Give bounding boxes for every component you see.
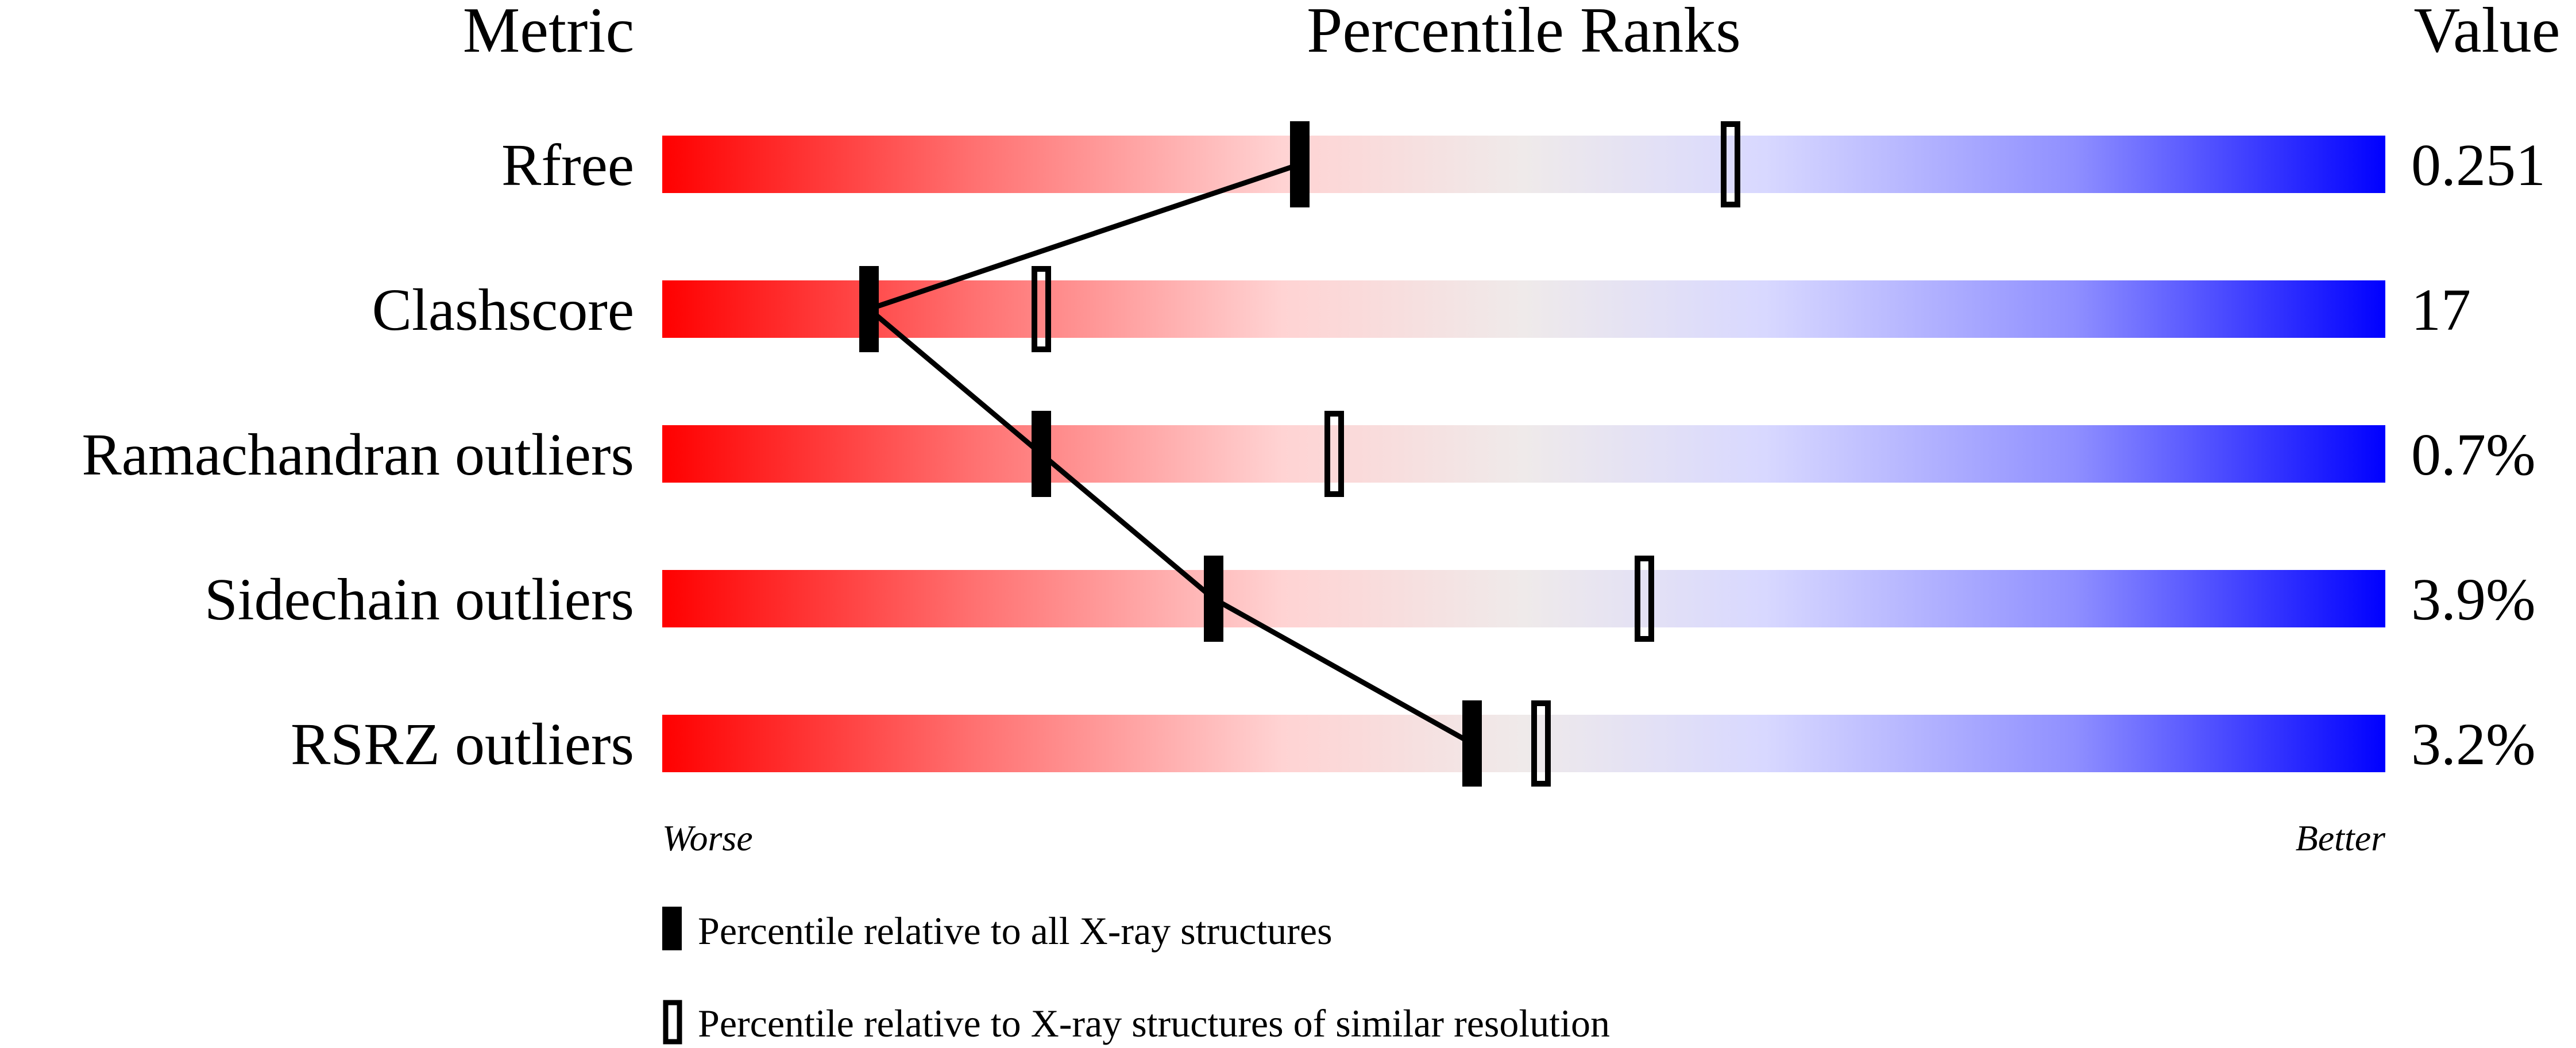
metric-label: RSRZ outliers: [291, 711, 634, 777]
percentile-bar: [662, 136, 2385, 193]
legend-similar-label: Percentile relative to X-ray structures …: [698, 1001, 1610, 1045]
metric-label: Clashscore: [372, 277, 634, 343]
metric-label: Ramachandran outliers: [82, 422, 634, 488]
all-structures-marker: [1290, 121, 1310, 207]
similar-resolution-marker: [1635, 556, 1654, 642]
legend-open-marker-box: [663, 1000, 682, 1045]
header-percentile-ranks: Percentile Ranks: [1307, 0, 1741, 66]
metric-label: Sidechain outliers: [204, 567, 634, 633]
similar-resolution-marker: [1721, 121, 1740, 207]
metric-value: 17: [2411, 277, 2471, 343]
all-structures-marker: [1204, 556, 1223, 642]
all-structures-marker: [859, 266, 879, 352]
percentile-bar: [662, 715, 2385, 772]
header-value: Value: [2413, 0, 2560, 66]
worse-label: Worse: [662, 818, 753, 858]
legend-filled-marker: [662, 907, 682, 950]
percentile-bar: [662, 425, 2385, 483]
metric-value: 0.251: [2411, 132, 2546, 198]
better-label: Better: [2296, 818, 2386, 858]
all-structures-marker: [1462, 700, 1482, 787]
percentile-bar: [662, 570, 2385, 627]
similar-resolution-marker: [1324, 411, 1344, 497]
percentile-bar: [662, 280, 2385, 338]
metric-value: 3.9%: [2411, 567, 2536, 633]
all-structures-marker: [1032, 411, 1051, 497]
legend-all-label: Percentile relative to all X-ray structu…: [698, 909, 1333, 953]
metric-value: 3.2%: [2411, 711, 2536, 777]
metric-value: 0.7%: [2411, 422, 2536, 488]
header-metric: Metric: [463, 0, 635, 66]
similar-resolution-marker: [1032, 266, 1051, 352]
similar-resolution-marker: [1531, 700, 1551, 787]
metric-label: Rfree: [501, 132, 634, 198]
